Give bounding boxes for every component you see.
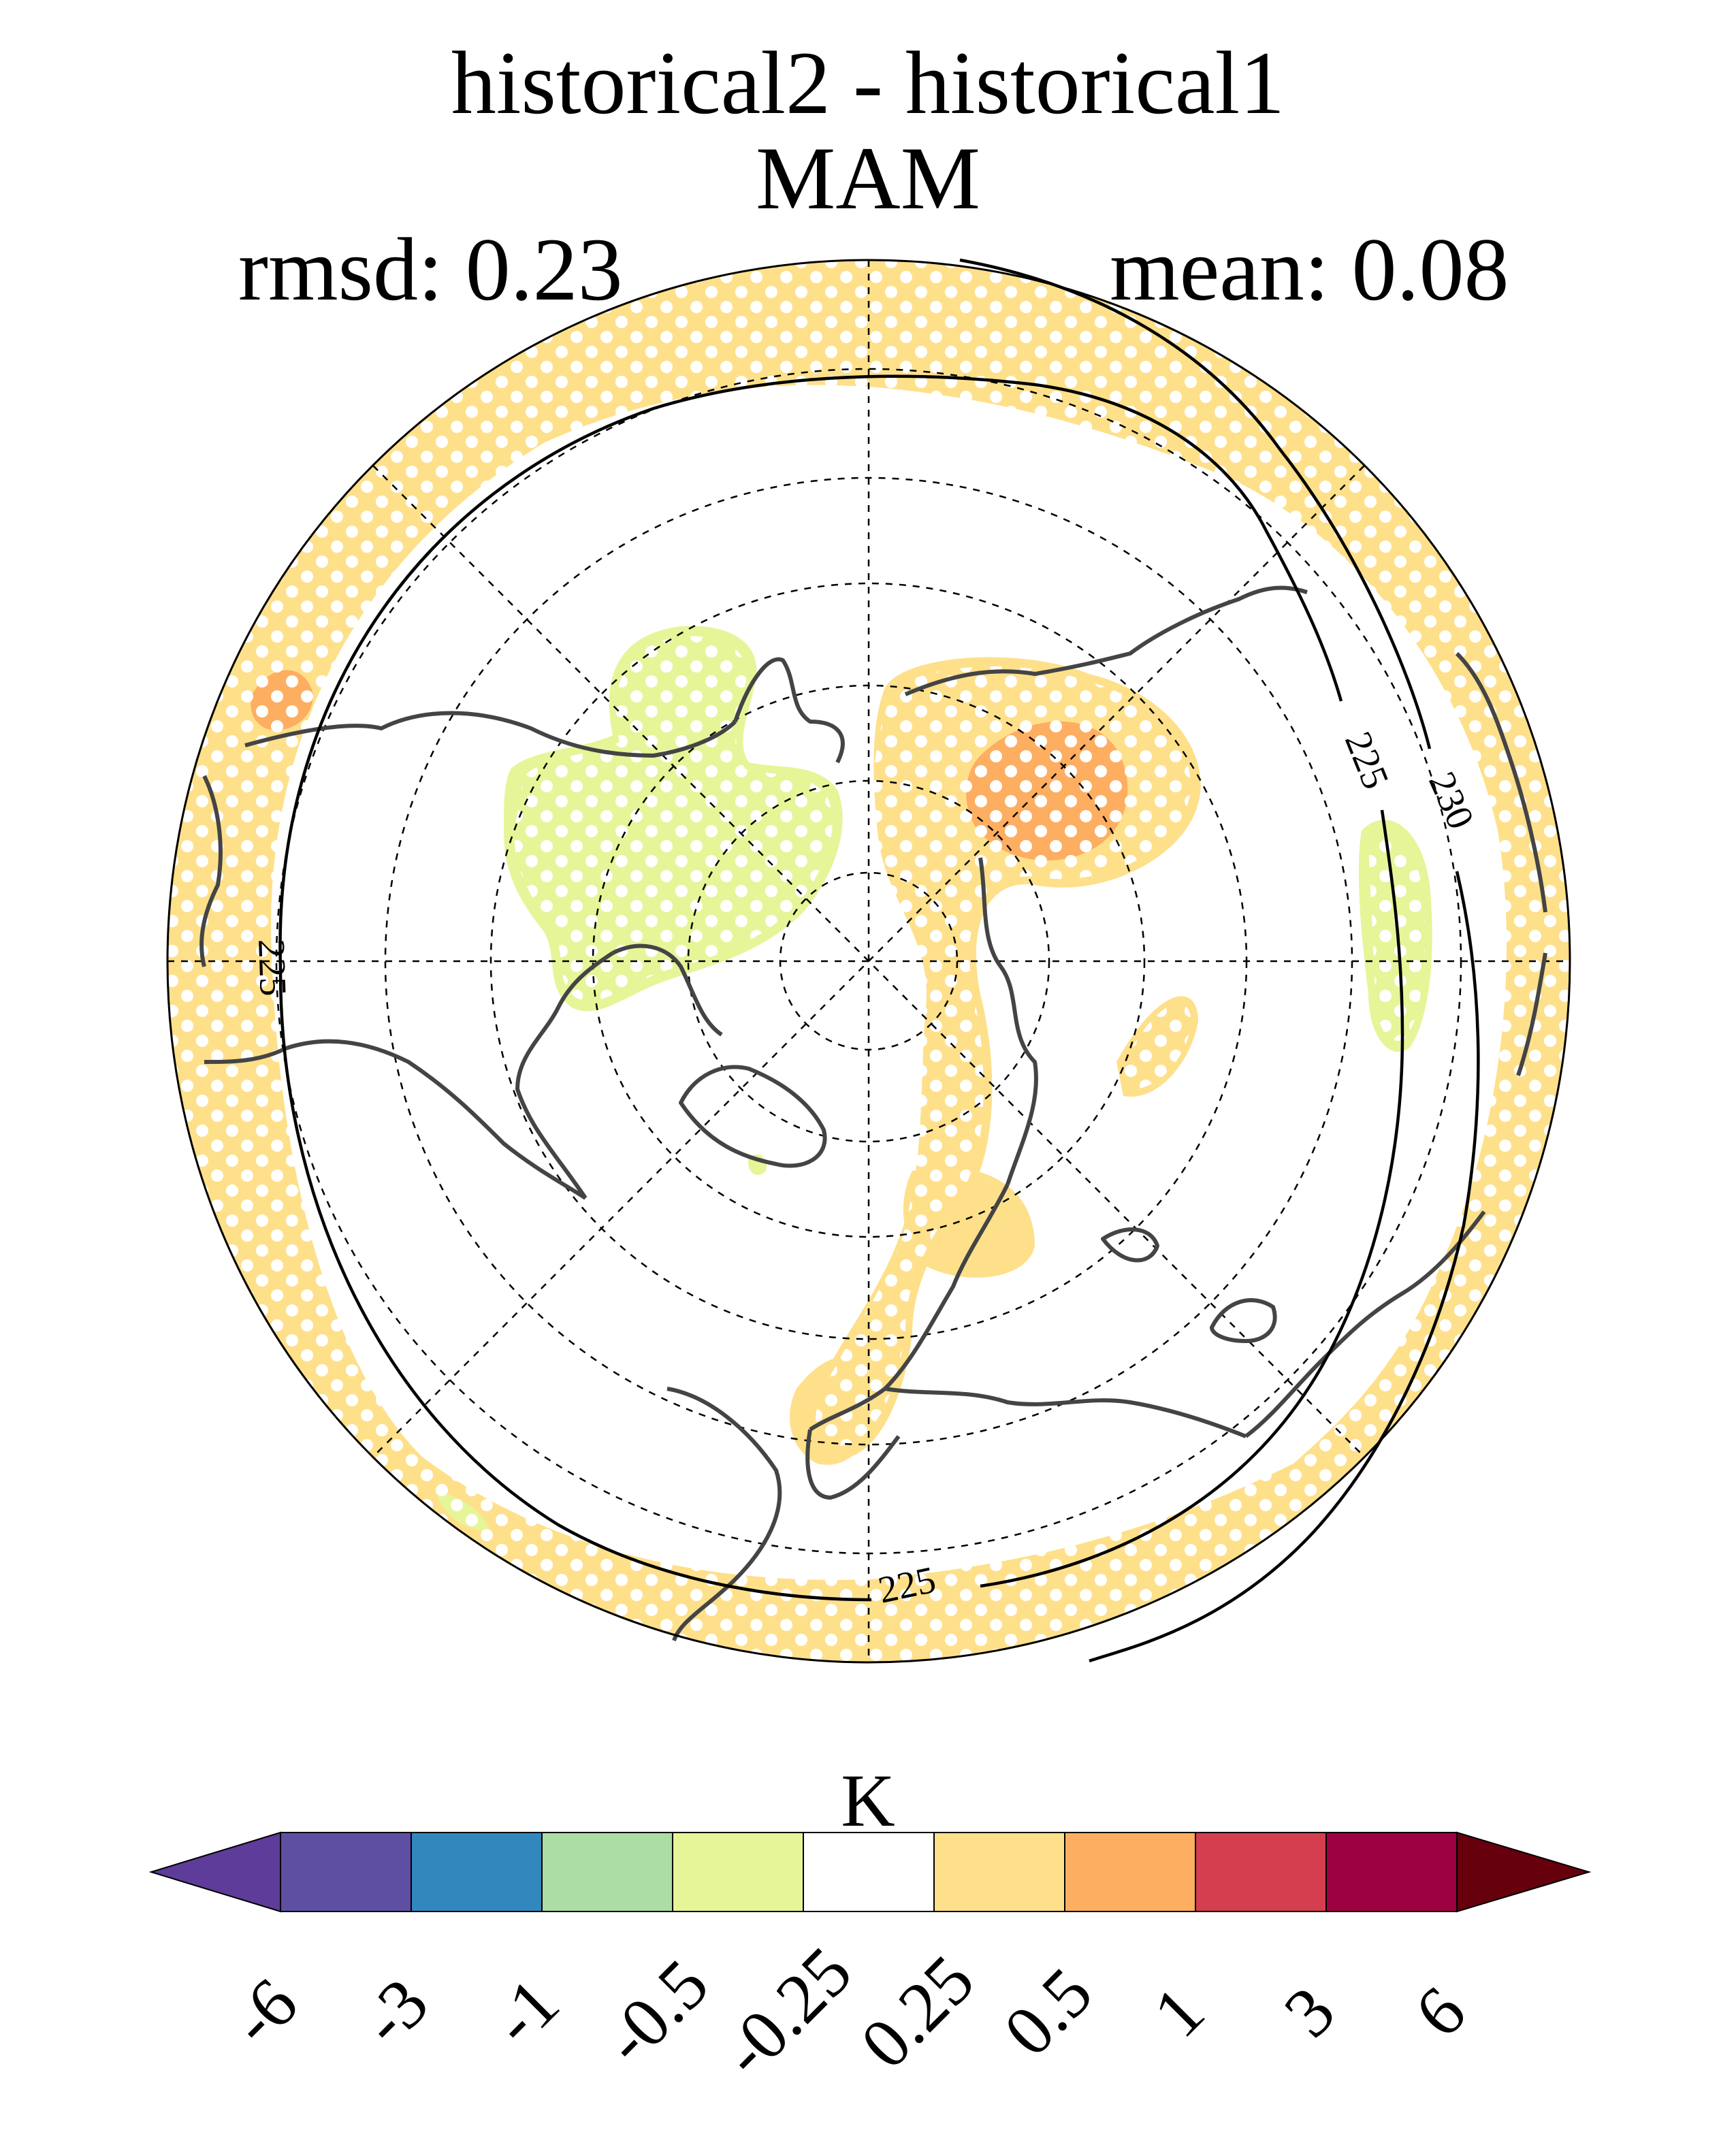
colorbar-swatch bbox=[803, 1832, 935, 1912]
colorbar-unit: K bbox=[841, 1759, 895, 1842]
longitude-grid bbox=[167, 260, 1570, 1662]
colorbar-tick-label: 0.25 bbox=[846, 1941, 989, 2084]
colorbar-swatch bbox=[1195, 1832, 1327, 1912]
mean-label: mean: 0.08 bbox=[1110, 219, 1509, 319]
colorbar-swatch bbox=[411, 1832, 543, 1912]
colorbar-tick-label: 6 bbox=[1400, 1972, 1481, 2052]
coastlines bbox=[199, 585, 1547, 1642]
colorbar-tick-label: 3 bbox=[1270, 1972, 1350, 2052]
chart-title: historical2 - historical1 bbox=[451, 33, 1285, 133]
contour-label: 225 bbox=[250, 938, 294, 997]
significance-stippling bbox=[167, 260, 1570, 1662]
colorbar-tick-label: -3 bbox=[346, 1963, 443, 2061]
colorbar-tick-label: 0.5 bbox=[989, 1953, 1107, 2071]
colorbar-swatch bbox=[1064, 1832, 1196, 1912]
contour-label: 225 bbox=[1336, 726, 1397, 795]
colorbar-lower-extension bbox=[148, 1831, 281, 1913]
rmsd-label: rmsd: 0.23 bbox=[238, 219, 623, 319]
colorbar-tick-label: -6 bbox=[215, 1963, 312, 2061]
colorbar-tick-label: -0.5 bbox=[589, 1945, 724, 2080]
colorbar-tick-label: -0.25 bbox=[707, 1932, 867, 2092]
colorbar-tick-label: -1 bbox=[477, 1963, 574, 2061]
season-label: MAM bbox=[755, 128, 981, 228]
colorbar-tick-label: 1 bbox=[1139, 1972, 1219, 2052]
colorbar-swatch bbox=[541, 1832, 673, 1912]
colorbar-swatch bbox=[280, 1832, 412, 1912]
mean-contours bbox=[278, 258, 1480, 1663]
colorbar-swatch bbox=[1325, 1832, 1458, 1912]
colorbar: -6 -3 -1 -0.5-0.250.25 0.5 1 3 6 bbox=[148, 1831, 1592, 2092]
map-border bbox=[166, 259, 1571, 1664]
colorbar-swatch bbox=[933, 1832, 1065, 1912]
colorbar-upper-extension bbox=[1456, 1831, 1592, 1913]
colorbar-swatch bbox=[672, 1832, 804, 1912]
anomaly-fields bbox=[167, 260, 1570, 1662]
